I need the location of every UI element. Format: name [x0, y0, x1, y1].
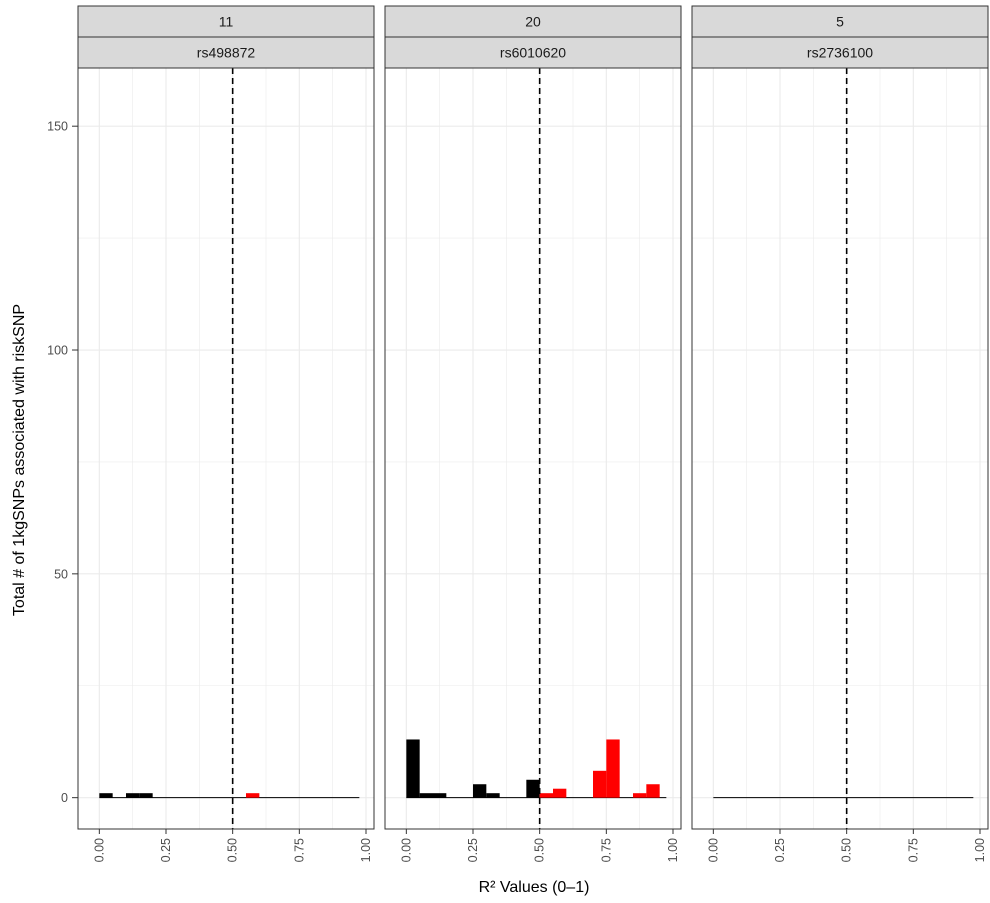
histogram-bar: [139, 793, 153, 798]
facet-strip-bottom: [77, 36, 375, 69]
panel-border: [691, 67, 989, 830]
histogram-bar: [473, 784, 487, 798]
panel-border: [384, 67, 682, 830]
histogram-bar: [433, 793, 447, 798]
y-axis-title: Total # of 1kgSNPs associated with riskS…: [11, 304, 28, 616]
facet-strip-top-label: 20: [525, 14, 541, 30]
histogram-bar: [246, 793, 260, 798]
facet-strip-top-label: 11: [219, 14, 234, 30]
x-tick-label: 0.25: [466, 838, 480, 862]
x-tick-label: 0.50: [533, 838, 547, 862]
facet-panel: 20 rs6010620 0.00 0.25 0.50 0.75 1.00: [384, 5, 682, 862]
x-tick-label: 1.00: [666, 838, 680, 862]
x-tick-label: 0.00: [92, 838, 106, 862]
facet-strip-bottom-label: rs2736100: [807, 45, 873, 61]
x-tick-label: 0.75: [599, 838, 613, 862]
x-tick-label: 0.00: [706, 838, 720, 862]
facet-strip-top: [384, 5, 682, 38]
x-tick-label: 0.00: [399, 838, 413, 862]
x-tick-label: 1.00: [973, 838, 987, 862]
y-tick-label: 0: [61, 791, 68, 805]
histogram-bar: [553, 788, 567, 798]
histogram-bar: [539, 793, 553, 798]
histogram-bar: [593, 770, 607, 798]
x-tick-label: 0.75: [292, 838, 306, 862]
x-tick-label: 0.25: [773, 838, 787, 862]
facet-panel: 11 rs498872 0.00 0.25 0.50 0.75 1.00: [77, 5, 375, 862]
facet-strip-top: [691, 5, 989, 38]
x-tick-label: 0.25: [159, 838, 173, 862]
facet-strip-bottom: [691, 36, 989, 69]
x-tick-label: 0.50: [226, 838, 240, 862]
facet-strip-bottom-label: rs498872: [197, 45, 256, 61]
histogram-bar: [99, 793, 113, 798]
histogram-bar: [486, 793, 500, 798]
histogram-bar: [126, 793, 140, 798]
y-tick-label: 50: [54, 567, 68, 581]
x-tick-label: 1.00: [359, 838, 373, 862]
histogram-bar: [646, 784, 660, 798]
facet-strip-top-label: 5: [836, 14, 844, 30]
panel-border: [77, 67, 375, 830]
histogram-bar: [606, 739, 620, 798]
x-tick-label: 0.50: [840, 838, 854, 862]
facet-panel: 5 rs2736100 0.00 0.25 0.50 0.75 1.00: [691, 5, 989, 862]
facet-strip-bottom: [384, 36, 682, 69]
histogram-bar: [633, 793, 647, 798]
histogram-bar: [419, 793, 433, 798]
x-tick-label: 0.75: [906, 838, 920, 862]
x-axis-title: R² Values (0–1): [479, 879, 590, 896]
y-tick-label: 150: [47, 120, 68, 134]
histogram-bar: [526, 779, 540, 798]
y-tick-label: 100: [47, 344, 68, 358]
histogram-bar: [406, 739, 420, 798]
facet-strip-bottom-label: rs6010620: [500, 45, 566, 61]
